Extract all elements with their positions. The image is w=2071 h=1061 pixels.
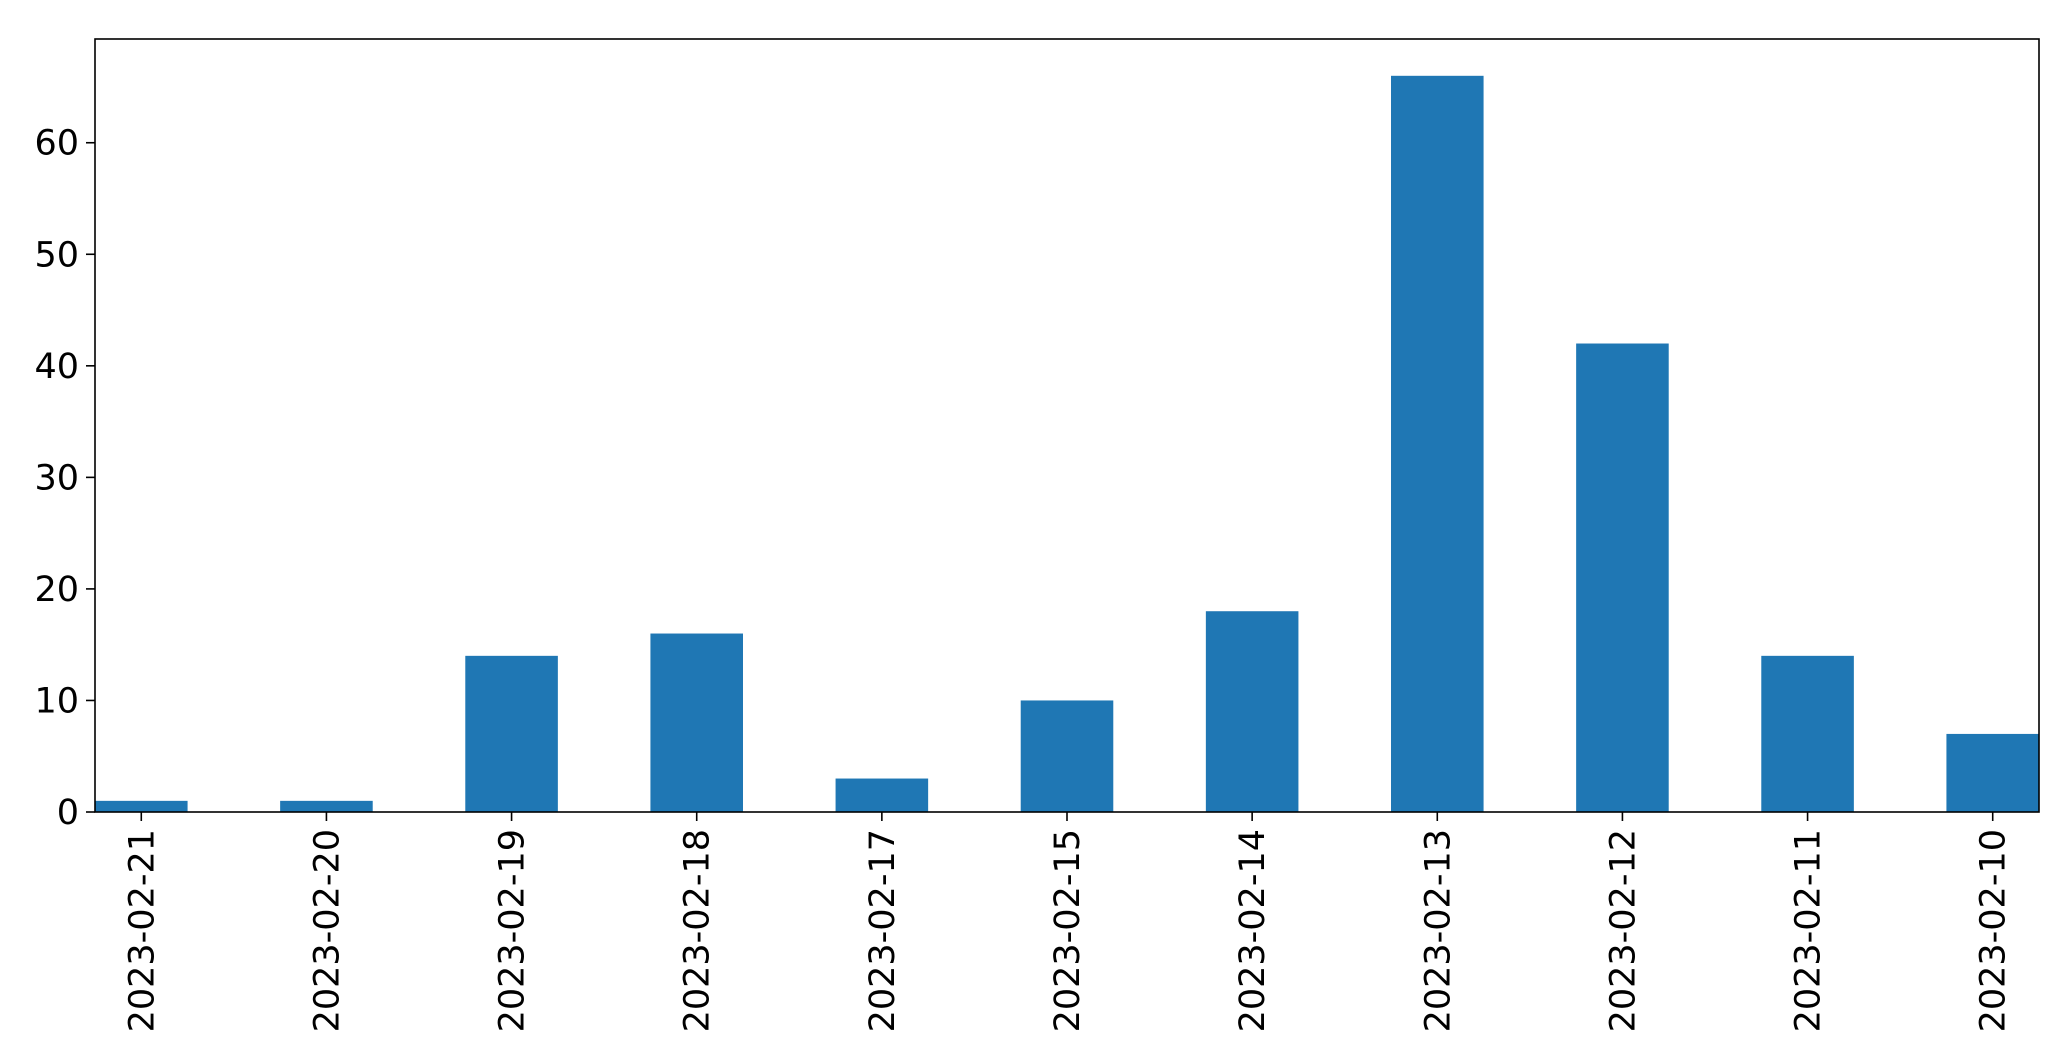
y-tick-label: 30: [34, 458, 79, 498]
bar-2023-02-20: [280, 800, 373, 812]
y-tick-label: 0: [57, 793, 79, 833]
bar-2023-02-12: [1576, 343, 1669, 812]
x-tick-label: 2023-02-19: [493, 829, 533, 1032]
y-tick-label: 10: [34, 681, 79, 721]
y-tick-label: 40: [34, 347, 79, 387]
bar-2023-02-14: [1205, 611, 1299, 812]
y-axis: 0 10 20 30 40 50 60: [34, 124, 95, 833]
bar-2023-02-21: [95, 800, 188, 812]
x-tick-label: 2023-02-12: [1603, 829, 1643, 1032]
bar-2023-02-15: [1020, 700, 1114, 812]
x-tick-label: 2023-02-18: [678, 829, 718, 1032]
plot-frame: [94, 38, 2040, 813]
x-tick-label: 2023-02-17: [863, 829, 903, 1032]
y-tick-label: 60: [34, 124, 79, 164]
bar-2023-02-17: [835, 778, 929, 812]
x-tick-label: 2023-02-10: [1974, 829, 2014, 1032]
x-tick-label: 2023-02-15: [1048, 829, 1088, 1032]
bars-group: [95, 75, 2039, 813]
bar-2023-02-10: [1946, 733, 2039, 812]
bar-2023-02-13: [1391, 75, 1484, 813]
y-tick-label: 20: [34, 570, 79, 610]
bar-2023-02-18: [650, 633, 743, 812]
x-axis: 2023-02-21 2023-02-20 2023-02-19 2023-02-18…: [122, 812, 2014, 1032]
x-tick-label: 2023-02-20: [307, 829, 347, 1032]
x-tick-label: 2023-02-11: [1789, 829, 1829, 1032]
bar-2023-02-19: [465, 655, 558, 812]
x-tick-label: 2023-02-13: [1418, 829, 1458, 1032]
y-tick-label: 50: [34, 235, 79, 275]
x-tick-label: 2023-02-14: [1233, 829, 1273, 1032]
x-tick-label: 2023-02-21: [122, 829, 162, 1032]
bar-2023-02-11: [1761, 655, 1854, 812]
